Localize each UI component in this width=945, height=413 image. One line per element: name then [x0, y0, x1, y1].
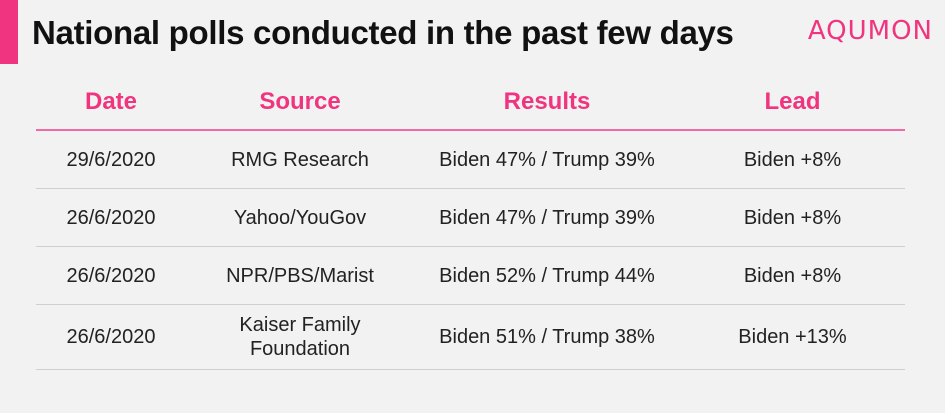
cell-source: Kaiser Family Foundation	[186, 304, 414, 370]
table-row: 26/6/2020 Kaiser Family Foundation Biden…	[36, 304, 905, 370]
polls-table: Date Source Results Lead 29/6/2020 RMG R…	[36, 75, 905, 370]
table-row: 26/6/2020 Yahoo/YouGov Biden 47% / Trump…	[36, 188, 905, 247]
page-title: National polls conducted in the past few…	[32, 14, 734, 51]
cell-lead: Biden +8%	[680, 246, 905, 305]
header-date: Date	[36, 75, 186, 131]
header-source: Source	[186, 75, 414, 131]
cell-date: 29/6/2020	[36, 130, 186, 189]
table-row: 29/6/2020 RMG Research Biden 47% / Trump…	[36, 130, 905, 189]
accent-bar	[0, 0, 18, 64]
cell-results: Biden 52% / Trump 44%	[414, 246, 680, 305]
cell-lead: Biden +8%	[680, 130, 905, 189]
cell-results: Biden 47% / Trump 39%	[414, 130, 680, 189]
cell-results: Biden 51% / Trump 38%	[414, 304, 680, 370]
cell-lead: Biden +8%	[680, 188, 905, 247]
cell-source: NPR/PBS/Marist	[186, 246, 414, 305]
brand-logo: AQUMON	[807, 16, 933, 46]
cell-source: RMG Research	[186, 130, 414, 189]
cell-date: 26/6/2020	[36, 188, 186, 247]
cell-date: 26/6/2020	[36, 246, 186, 305]
table-row: 26/6/2020 NPR/PBS/Marist Biden 52% / Tru…	[36, 246, 905, 305]
header-lead: Lead	[680, 75, 905, 131]
table-header-row: Date Source Results Lead	[36, 75, 905, 131]
header-results: Results	[414, 75, 680, 131]
cell-date: 26/6/2020	[36, 304, 186, 370]
cell-lead: Biden +13%	[680, 304, 905, 370]
cell-source: Yahoo/YouGov	[186, 188, 414, 247]
cell-results: Biden 47% / Trump 39%	[414, 188, 680, 247]
